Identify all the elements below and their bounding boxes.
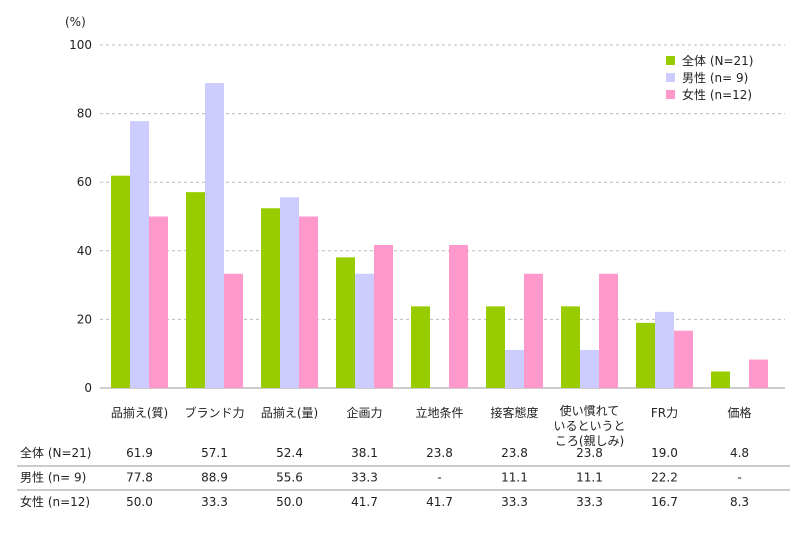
x-tick-label: ころ(親しみ) — [555, 434, 624, 448]
x-tick-label: 企画力 — [346, 405, 382, 420]
bar — [561, 306, 580, 388]
data-label: 22.2 — [651, 471, 678, 485]
bar — [374, 244, 393, 388]
data-label: 23.8 — [501, 446, 528, 460]
x-tick-label: FR力 — [651, 406, 678, 420]
bar — [674, 330, 693, 388]
y-axis-unit: (%) — [65, 15, 86, 29]
x-tick-label: 品揃え(質) — [111, 405, 168, 420]
data-label: 8.3 — [730, 495, 749, 509]
data-label: 33.3 — [501, 495, 528, 509]
legend-label: 全体 (N=21) — [682, 53, 753, 68]
legend-swatch — [666, 73, 675, 82]
bar — [205, 83, 224, 388]
bar — [280, 197, 299, 388]
data-label: 11.1 — [501, 471, 528, 485]
data-label: 52.4 — [276, 446, 303, 460]
bar — [524, 273, 543, 388]
bar — [655, 311, 674, 388]
bar — [599, 273, 618, 388]
bar — [749, 359, 768, 388]
bar — [411, 306, 430, 388]
data-label: 4.8 — [730, 446, 749, 460]
data-label: 41.7 — [351, 495, 378, 509]
data-label: 23.8 — [426, 446, 453, 460]
y-tick-label: 20 — [77, 312, 92, 326]
data-label: 16.7 — [651, 495, 678, 509]
legend-label: 女性 (n=12) — [682, 87, 752, 102]
data-label: 50.0 — [126, 495, 153, 509]
x-tick-label: いるというと — [553, 419, 625, 433]
y-tick-label: 60 — [77, 175, 92, 189]
table-row-label: 女性 (n=12) — [20, 494, 90, 509]
data-label: 23.8 — [576, 446, 603, 460]
bar — [130, 121, 149, 389]
bar — [580, 349, 599, 388]
x-tick-label: 品揃え(量) — [261, 405, 318, 420]
bar — [186, 192, 205, 388]
y-tick-label: 40 — [77, 244, 92, 258]
bar — [149, 216, 168, 388]
data-label: 61.9 — [126, 446, 153, 460]
data-label: 50.0 — [276, 495, 303, 509]
x-tick-label: 立地条件 — [415, 405, 463, 420]
table-row-label: 男性 (n= 9) — [20, 471, 86, 485]
data-label: 11.1 — [576, 471, 603, 485]
bar — [111, 175, 130, 388]
bar — [486, 306, 505, 388]
legend-swatch — [666, 90, 675, 99]
table-row-label: 全体 (N=21) — [20, 445, 91, 460]
y-tick-label: 0 — [84, 381, 92, 395]
bar — [299, 216, 318, 388]
x-tick-label: 使い慣れて — [560, 403, 620, 418]
data-label: - — [437, 471, 441, 485]
bar — [261, 208, 280, 388]
data-label: 33.3 — [201, 495, 228, 509]
data-label: 77.8 — [126, 471, 153, 485]
legend-swatch — [666, 56, 675, 65]
data-label: 41.7 — [426, 495, 453, 509]
data-label: 19.0 — [651, 446, 678, 460]
bar — [336, 257, 355, 388]
bar — [449, 244, 468, 388]
bar — [711, 371, 730, 388]
y-tick-label: 80 — [77, 107, 92, 121]
x-tick-label: 価格 — [727, 405, 751, 420]
data-label: 55.6 — [276, 471, 303, 485]
data-label: 33.3 — [576, 495, 603, 509]
y-tick-label: 100 — [69, 38, 92, 52]
data-label: 57.1 — [201, 446, 228, 460]
data-label: 38.1 — [351, 446, 378, 460]
legend-label: 男性 (n= 9) — [682, 71, 748, 85]
x-tick-label: ブランド力 — [184, 405, 244, 420]
bar — [505, 349, 524, 388]
bar — [224, 273, 243, 388]
bar — [636, 322, 655, 388]
x-tick-label: 接客態度 — [490, 405, 538, 420]
data-label: 33.3 — [351, 471, 378, 485]
data-label: - — [737, 471, 741, 485]
data-label: 88.9 — [201, 471, 228, 485]
bar — [355, 273, 374, 388]
